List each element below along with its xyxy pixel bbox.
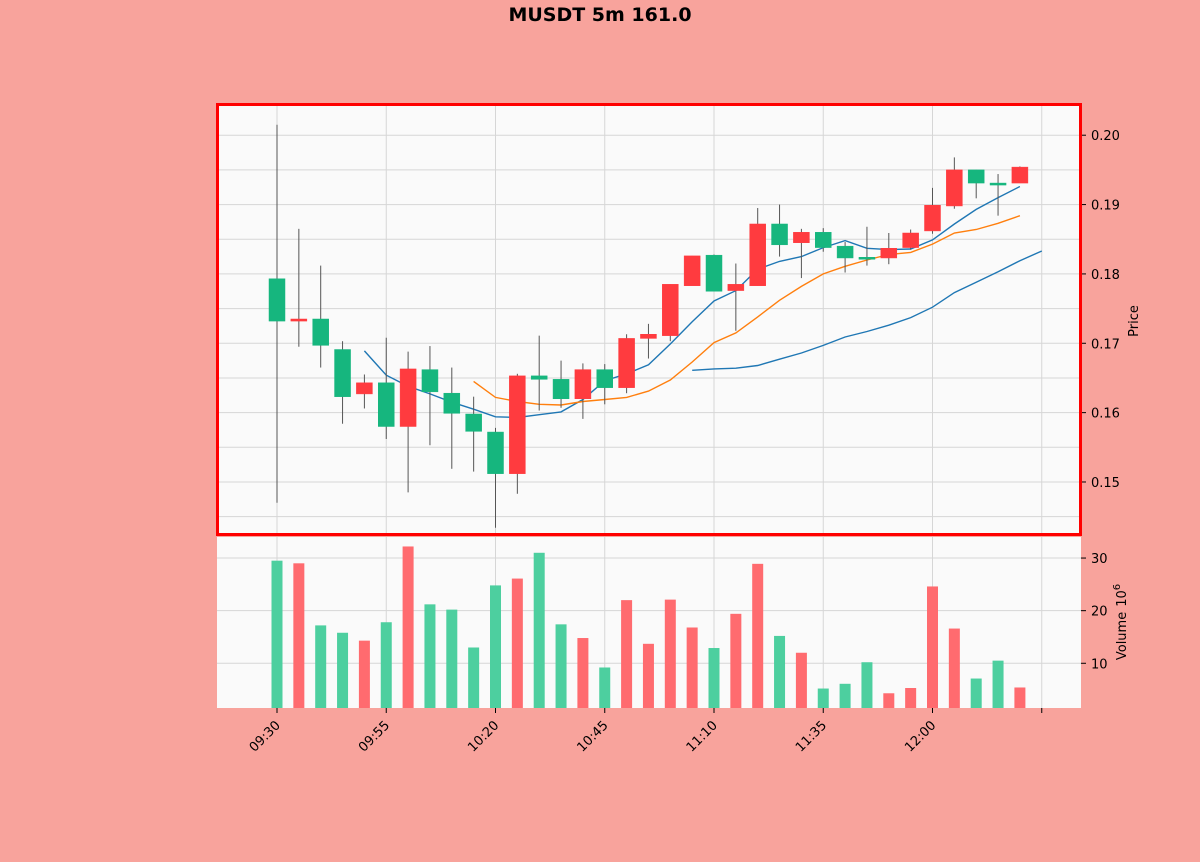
volume-bar <box>752 563 764 708</box>
volume-bar <box>621 600 633 708</box>
price-tick-label: 0.15 <box>1091 476 1120 491</box>
x-tick-label: 10:45 <box>574 718 611 755</box>
candle-up <box>443 392 461 414</box>
volume-bar <box>839 683 851 708</box>
volume-bar <box>271 560 283 708</box>
x-tick-label: 12:00 <box>902 718 939 755</box>
candle-up <box>421 369 439 393</box>
volume-bar <box>905 688 917 708</box>
candle-down <box>574 369 592 400</box>
volume-axis-exponent-power: 6 <box>1112 584 1123 590</box>
moving-average-line <box>692 250 1043 371</box>
candle-down <box>509 375 526 474</box>
candle-up <box>771 223 788 246</box>
volume-tick-label: 20 <box>1091 605 1108 620</box>
x-tick-label: 09:55 <box>356 718 393 755</box>
volume-axis-label: Volume 106 <box>1112 584 1130 660</box>
volume-axis-label-text: Volume <box>1115 612 1130 660</box>
volume-bar <box>337 632 349 708</box>
candle-up <box>815 232 832 248</box>
volume-bar <box>446 609 458 708</box>
candle-down <box>683 255 701 286</box>
candle-down <box>618 338 635 388</box>
candle-up <box>312 318 329 346</box>
chart-title: MUSDT 5m 161.0 <box>508 4 692 26</box>
price-tick-label: 0.19 <box>1091 199 1120 214</box>
highlight-box <box>216 103 1082 536</box>
volume-bar <box>577 638 589 708</box>
candle-up <box>705 254 723 292</box>
price-tick-label: 0.16 <box>1091 407 1120 422</box>
candle-up <box>836 245 854 259</box>
volume-bar <box>708 648 720 708</box>
price-axis-label: Price <box>1127 305 1142 337</box>
volume-bar <box>642 643 654 708</box>
candle-up <box>858 257 876 260</box>
candle-up <box>596 369 613 388</box>
candle-up <box>552 379 570 400</box>
volume-bar <box>424 604 436 708</box>
volume-bar <box>402 546 414 708</box>
candle-down <box>290 318 308 322</box>
volume-bar <box>358 640 370 708</box>
candle-down <box>880 248 898 259</box>
candlesticks <box>268 124 1029 528</box>
volume-bar <box>664 599 676 708</box>
candle-up <box>487 431 504 474</box>
candle-up <box>465 413 482 432</box>
price-panel-background <box>217 104 1081 534</box>
candle-down <box>924 205 941 232</box>
volume-tick-label: 30 <box>1091 552 1108 567</box>
candle-down <box>356 382 373 395</box>
candle-down <box>946 169 963 207</box>
candle-up <box>530 375 548 380</box>
volume-bar <box>730 613 742 708</box>
candle-down <box>640 334 657 339</box>
volume-bar <box>315 625 327 708</box>
volume-bar <box>774 635 786 708</box>
price-tick-label: 0.17 <box>1091 337 1120 352</box>
candle-down <box>902 232 919 248</box>
volume-bar <box>599 667 611 708</box>
volume-bar <box>555 624 567 708</box>
volume-bar <box>686 627 698 708</box>
volume-axis-exponent-base: 10 <box>1115 590 1130 607</box>
volume-bar <box>992 660 1004 708</box>
x-tick-label: 11:35 <box>793 718 830 755</box>
candle-down <box>727 284 745 291</box>
candle-up <box>268 278 286 322</box>
candle-down <box>662 284 679 336</box>
volume-bars <box>271 546 1026 708</box>
x-tick-label: 10:20 <box>465 718 502 755</box>
volume-tick-label: 10 <box>1091 657 1108 672</box>
volume-bar <box>883 693 895 708</box>
candle-down <box>399 368 417 427</box>
price-tick-label: 0.20 <box>1091 129 1120 144</box>
volume-bar <box>468 647 480 708</box>
price-tick-label: 0.18 <box>1091 268 1120 283</box>
volume-bar <box>948 628 960 708</box>
volume-bar <box>795 652 807 708</box>
volume-bar <box>927 586 938 708</box>
candle-up <box>334 349 351 397</box>
candle-down <box>793 232 810 243</box>
candle-up <box>989 182 1007 186</box>
volume-bar <box>817 688 829 708</box>
volume-bar <box>380 622 392 708</box>
candle-up <box>967 169 985 184</box>
volume-bar <box>533 552 545 708</box>
volume-bar <box>1014 687 1026 708</box>
candle-down <box>749 223 766 286</box>
candle-down <box>1011 166 1029 184</box>
moving-average-line <box>473 215 1021 406</box>
x-tick-label: 11:10 <box>684 718 721 755</box>
x-tick-label: 09:30 <box>247 718 284 755</box>
volume-bar <box>293 563 305 708</box>
volume-bar <box>861 662 873 708</box>
volume-bar <box>970 678 982 708</box>
volume-bar <box>490 585 501 708</box>
volume-bar <box>511 578 523 708</box>
candle-up <box>378 382 395 427</box>
